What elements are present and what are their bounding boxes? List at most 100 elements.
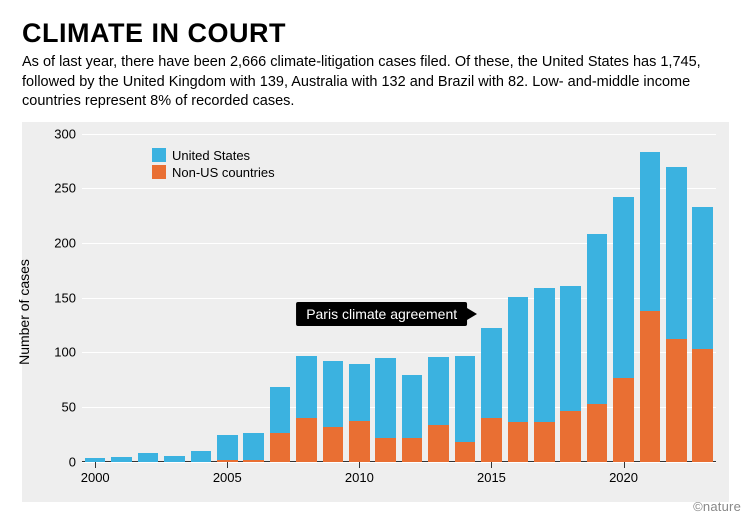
bar [323, 361, 344, 462]
bar-segment-non_us [481, 418, 502, 462]
bar [164, 456, 185, 461]
bar-segment-us [455, 356, 476, 442]
plot-area: 05010015020025030020002005201020152020Un… [82, 134, 716, 462]
y-tick-label: 200 [54, 236, 76, 251]
bar-segment-us [428, 357, 449, 425]
x-tick-label: 2015 [477, 470, 506, 485]
bar-segment-us [191, 451, 212, 462]
bar-segment-non_us [323, 427, 344, 462]
bar [508, 297, 529, 462]
bar-segment-us [613, 197, 634, 377]
bar [666, 167, 687, 462]
bar-segment-non_us [428, 425, 449, 462]
bar-segment-non_us [243, 460, 264, 462]
x-tick-label: 2010 [345, 470, 374, 485]
bar-segment-non_us [692, 349, 713, 462]
bar-segment-us [508, 297, 529, 423]
bar [270, 387, 291, 461]
bar-segment-us [402, 375, 423, 437]
y-tick-label: 100 [54, 345, 76, 360]
x-tick-label: 2005 [213, 470, 242, 485]
bar [587, 234, 608, 461]
bar-segment-us [296, 356, 317, 418]
bar [375, 358, 396, 462]
bar [692, 207, 713, 462]
bar-segment-non_us [640, 311, 661, 462]
x-tick [491, 462, 492, 468]
chart-subtitle: As of last year, there have been 2,666 c… [22, 53, 722, 112]
bar-segment-non_us [534, 422, 555, 461]
x-tick-label: 2020 [609, 470, 638, 485]
legend-swatch [152, 148, 166, 162]
y-tick-label: 50 [62, 400, 76, 415]
x-tick-label: 2000 [81, 470, 110, 485]
bar-segment-non_us [217, 460, 238, 462]
bar-segment-us [534, 288, 555, 422]
bar-segment-non_us [560, 411, 581, 461]
bar [455, 356, 476, 462]
bar [402, 375, 423, 461]
bar-segment-non_us [613, 378, 634, 462]
y-tick-label: 150 [54, 290, 76, 305]
x-tick [227, 462, 228, 468]
bar-segment-us [587, 234, 608, 403]
y-tick-label: 250 [54, 181, 76, 196]
bar-segment-us [692, 207, 713, 349]
legend-label: United States [172, 148, 250, 163]
bar-segment-us [138, 453, 159, 462]
bar-segment-us [560, 286, 581, 412]
bar-segment-us [85, 458, 106, 461]
bar [85, 458, 106, 461]
y-tick-label: 300 [54, 126, 76, 141]
bar-segment-us [217, 435, 238, 459]
bar-segment-non_us [508, 422, 529, 461]
bar [138, 453, 159, 462]
bar-segment-us [270, 387, 291, 433]
bar-segment-us [164, 456, 185, 461]
y-tick-label: 0 [69, 454, 76, 469]
bar [296, 356, 317, 462]
bar [613, 197, 634, 462]
bar [534, 288, 555, 462]
x-tick [359, 462, 360, 468]
y-axis-label: Number of cases [16, 259, 32, 365]
gridline [82, 188, 716, 189]
bar-segment-non_us [375, 438, 396, 462]
gridline [82, 462, 716, 463]
bar-segment-non_us [455, 442, 476, 462]
bar-segment-non_us [402, 438, 423, 462]
bar [428, 357, 449, 462]
bar-segment-non_us [270, 433, 291, 461]
legend: United States Non-US countries [152, 148, 275, 182]
bar [111, 457, 132, 461]
bar-segment-us [349, 364, 370, 421]
chart-title: CLIMATE IN COURT [22, 18, 729, 49]
bar-segment-us [111, 457, 132, 461]
bar [191, 451, 212, 462]
legend-item: United States [152, 148, 275, 163]
bar-segment-us [375, 358, 396, 438]
gridline [82, 134, 716, 135]
chart-frame: Number of cases 050100150200250300200020… [22, 122, 729, 502]
bar-segment-non_us [349, 421, 370, 461]
bar [481, 328, 502, 461]
annotation-label: Paris climate agreement [296, 302, 467, 326]
bar [640, 152, 661, 461]
x-tick [95, 462, 96, 468]
figure-root: CLIMATE IN COURT As of last year, there … [0, 0, 751, 520]
legend-item: Non-US countries [152, 165, 275, 180]
bar-segment-non_us [666, 339, 687, 461]
bar-segment-us [666, 167, 687, 340]
source-credit: ©nature [693, 499, 741, 514]
bar-segment-us [481, 328, 502, 418]
bar-segment-us [243, 433, 264, 459]
bar-segment-non_us [296, 418, 317, 462]
bar [349, 364, 370, 461]
annotation-arrow-icon [467, 308, 477, 320]
bar-segment-us [640, 152, 661, 311]
bar-segment-non_us [587, 404, 608, 462]
bar-segment-us [323, 361, 344, 427]
bar [560, 286, 581, 462]
x-tick [624, 462, 625, 468]
bar [217, 435, 238, 461]
